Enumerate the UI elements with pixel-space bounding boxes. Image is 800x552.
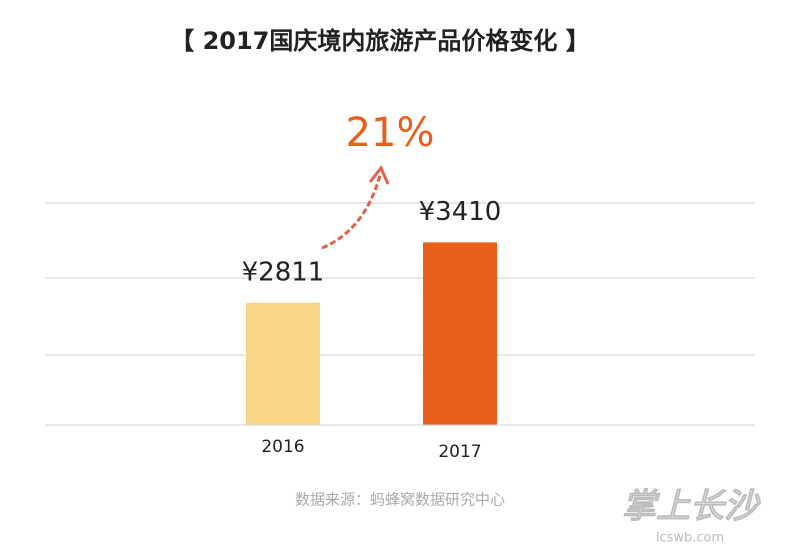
bar <box>246 302 320 425</box>
growth-arrow <box>321 174 382 250</box>
chart-title: 【 2017国庆境内旅游产品价格变化 】 <box>170 27 590 55</box>
arrow-head <box>368 165 390 185</box>
annotation: 21% <box>346 110 435 156</box>
x-tick-label: 2017 <box>438 442 481 462</box>
x-tick-label: 2016 <box>261 437 304 457</box>
value-label: ¥3410 <box>419 197 502 227</box>
watermark: 掌上长沙 <box>622 487 761 527</box>
grid <box>45 202 755 356</box>
bar <box>423 242 497 425</box>
watermark-url: lcswb.com <box>656 531 724 546</box>
source: 数据来源：蚂蜂窝数据研究中心 <box>295 491 505 509</box>
value-label: ¥2811 <box>242 257 325 287</box>
